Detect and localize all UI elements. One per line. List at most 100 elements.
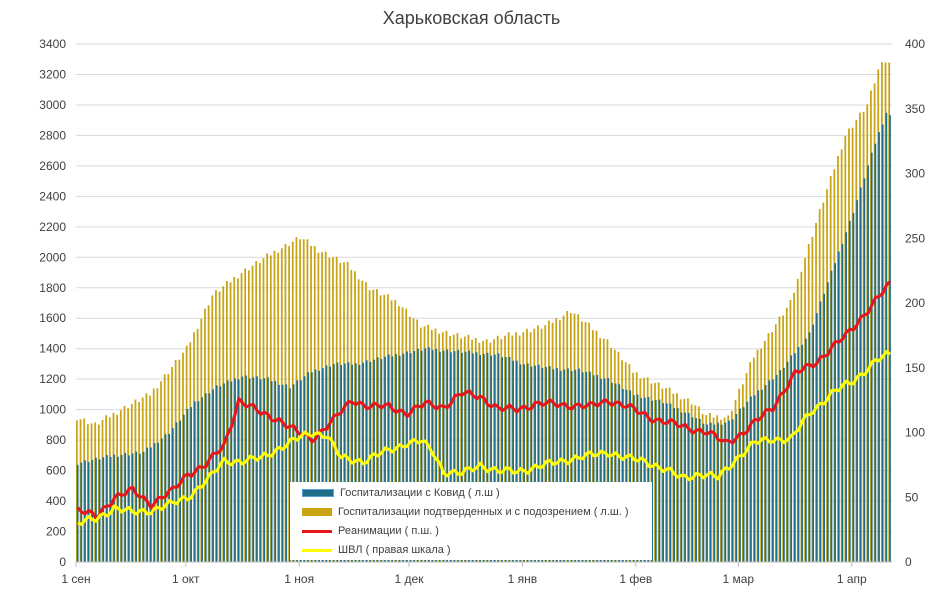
bar-covid <box>874 143 877 562</box>
x-tick-label: 1 янв <box>508 572 538 586</box>
bar-covid <box>706 424 708 562</box>
bar-covid <box>307 372 310 562</box>
right-tick-label: 100 <box>905 426 925 440</box>
bar-covid <box>834 263 836 562</box>
bar-covid <box>764 384 767 562</box>
bar-covid <box>409 353 412 562</box>
bar-covid <box>746 401 749 562</box>
bar-covid <box>695 418 697 562</box>
bar-covid <box>497 353 500 562</box>
bar-covid <box>581 372 584 562</box>
bar-covid <box>815 313 818 562</box>
bar-covid <box>889 115 891 563</box>
bar-covid <box>636 394 639 562</box>
bar-covid <box>589 371 591 562</box>
bar-covid <box>303 376 306 562</box>
bar-covid <box>263 378 266 562</box>
bar-covid <box>790 355 793 562</box>
x-tick-label: 1 дек <box>395 572 425 586</box>
bar-covid <box>332 363 335 562</box>
bar-covid <box>215 385 218 562</box>
bar-covid <box>772 379 774 562</box>
bar-covid <box>226 380 229 562</box>
bar-covid <box>779 370 782 562</box>
bar-covid <box>793 353 796 562</box>
bar-covid <box>761 389 763 562</box>
left-tick-label: 2600 <box>39 159 66 173</box>
bar-covid <box>171 428 174 562</box>
bar-covid <box>76 464 79 562</box>
bar-covid <box>318 370 321 562</box>
bar-covid <box>537 364 540 562</box>
bar-covid <box>442 350 445 562</box>
bar-covid <box>508 356 511 562</box>
bar-covid <box>406 351 408 562</box>
bar-covid <box>523 364 525 562</box>
bar-covid <box>490 355 493 562</box>
bar-covid <box>629 390 632 562</box>
bar-covid <box>530 366 533 562</box>
bar-covid <box>585 371 588 562</box>
bar-covid <box>208 393 211 562</box>
bar-covid <box>658 399 661 562</box>
bar-covid <box>398 355 401 562</box>
bar-covid <box>402 353 405 562</box>
bar-covid <box>702 423 705 562</box>
bar-covid <box>687 412 690 562</box>
right-tick-label: 300 <box>905 167 925 181</box>
bar-covid <box>512 360 514 562</box>
bar-covid <box>358 364 361 562</box>
bar-covid <box>603 378 606 562</box>
bar-covid <box>135 451 138 562</box>
bar-covid <box>786 361 789 562</box>
bar-covid <box>300 380 302 562</box>
bar-covid <box>453 351 456 562</box>
bar-covid <box>515 360 518 562</box>
legend-swatch-total <box>302 508 332 516</box>
bar-covid <box>285 384 288 562</box>
bar-covid <box>750 396 752 562</box>
bar-covid <box>340 365 343 562</box>
bar-covid <box>289 388 291 562</box>
bar-covid <box>267 377 269 562</box>
left-tick-label: 800 <box>46 433 66 447</box>
bar-covid <box>662 403 665 562</box>
left-tick-label: 2200 <box>39 220 66 234</box>
bar-covid <box>278 384 280 562</box>
bar-covid <box>614 383 617 562</box>
bar-covid <box>241 376 244 562</box>
bar-covid <box>120 454 123 562</box>
bar-covid <box>369 362 372 562</box>
bar-covid <box>193 401 196 562</box>
bar-covid <box>684 412 686 562</box>
right-tick-label: 200 <box>905 296 925 310</box>
bar-covid <box>384 356 386 562</box>
left-tick-label: 200 <box>46 525 66 539</box>
bar-covid <box>724 422 727 562</box>
legend-label-total: Госпитализации подтверденных и с подозре… <box>338 506 629 518</box>
bar-covid <box>245 375 247 562</box>
x-tick-label: 1 сен <box>61 572 90 586</box>
bar-covid <box>417 348 419 562</box>
bar-covid <box>256 376 258 562</box>
bar-covid <box>665 403 668 562</box>
bar-covid <box>600 378 602 562</box>
bar-covid <box>713 424 716 562</box>
right-axis: 0 50 100 150 200 250 300 350 400 <box>905 37 925 569</box>
bar-covid <box>387 354 390 562</box>
bar-covid <box>234 378 236 562</box>
x-axis: 1 сен 1 окт 1 ноя 1 дек 1 янв 1 фев 1 мар 1 апр <box>61 561 892 586</box>
x-tick-label: 1 окт <box>172 572 200 586</box>
bar-covid <box>504 357 507 562</box>
bar-covid <box>464 351 467 562</box>
bar-covid <box>461 352 463 562</box>
bar-covid <box>826 282 829 562</box>
line-ventilator <box>77 350 892 526</box>
bar-covid <box>709 422 712 562</box>
bar-covid <box>739 408 741 562</box>
bar-covid <box>296 380 299 562</box>
bar-covid <box>673 407 675 562</box>
bar-covid <box>204 393 207 562</box>
bar-covid <box>640 398 643 562</box>
